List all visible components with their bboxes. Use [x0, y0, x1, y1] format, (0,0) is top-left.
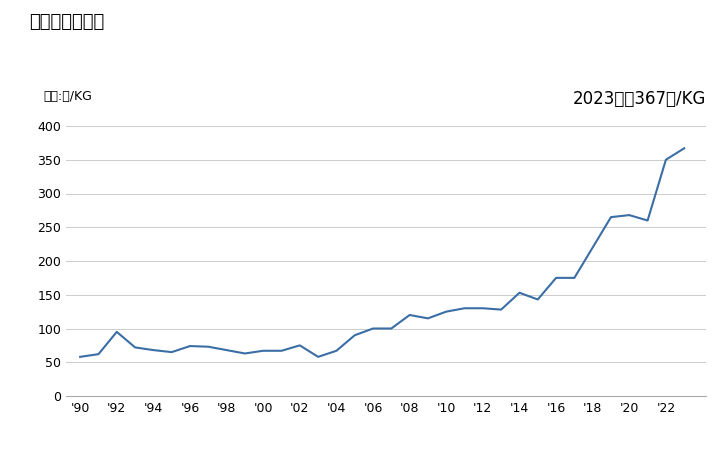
Text: 輸出価格の推移: 輸出価格の推移 — [29, 14, 104, 32]
Text: 2023年：367円/KG: 2023年：367円/KG — [573, 90, 706, 108]
Text: 単位:円/KG: 単位:円/KG — [44, 90, 92, 103]
